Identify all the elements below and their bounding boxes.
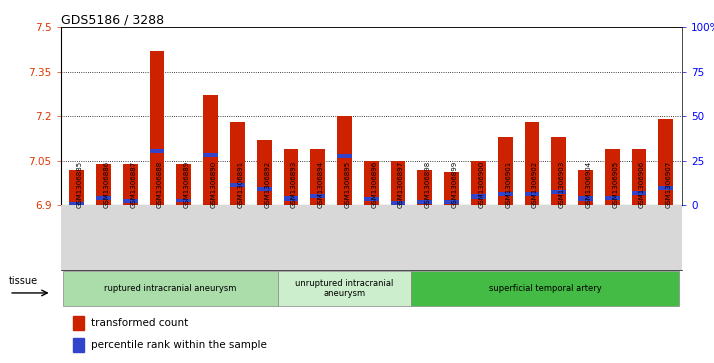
Bar [283,196,298,201]
Bar [444,200,459,204]
Bar [364,197,378,201]
FancyBboxPatch shape [278,271,411,306]
Bar [69,202,84,205]
Text: GSM1306895: GSM1306895 [344,160,351,208]
FancyBboxPatch shape [64,271,278,306]
Text: GSM1306896: GSM1306896 [371,160,377,208]
Text: GDS5186 / 3288: GDS5186 / 3288 [61,13,164,26]
Text: superficial temporal artery: superficial temporal artery [489,284,602,293]
Bar [150,149,164,153]
Text: GSM1306885: GSM1306885 [77,160,83,208]
Text: GSM1306902: GSM1306902 [532,160,538,208]
Bar [551,190,566,194]
Text: GSM1306901: GSM1306901 [505,160,511,208]
Text: transformed count: transformed count [91,318,188,328]
Bar [73,338,84,352]
Text: GSM1306906: GSM1306906 [639,160,645,208]
Bar [203,95,218,205]
Bar [578,170,593,205]
Text: GSM1306905: GSM1306905 [612,160,618,208]
Bar [69,170,84,205]
Bar [605,196,620,200]
Bar [498,137,513,205]
Text: GSM1306890: GSM1306890 [211,160,216,208]
Text: ruptured intracranial aneurysm: ruptured intracranial aneurysm [104,284,236,293]
Text: percentile rank within the sample: percentile rank within the sample [91,340,266,350]
Bar [525,192,539,196]
Bar [96,196,111,200]
Text: GSM1306893: GSM1306893 [291,160,297,208]
Text: tissue: tissue [9,276,39,286]
Bar [311,149,325,205]
Text: GSM1306891: GSM1306891 [237,160,243,208]
Text: GSM1306888: GSM1306888 [157,160,163,208]
Text: unruptured intracranial
aneurysm: unruptured intracranial aneurysm [296,279,393,298]
Bar [176,199,191,202]
Bar [391,201,406,205]
Bar [337,154,352,158]
Text: GSM1306887: GSM1306887 [130,160,136,208]
Text: GSM1306894: GSM1306894 [318,160,323,208]
Bar [605,149,620,205]
Bar [73,316,84,330]
Text: GSM1306903: GSM1306903 [558,160,565,208]
Text: GSM1306892: GSM1306892 [264,160,270,208]
Bar [257,187,271,191]
Bar [632,149,646,205]
Bar [257,140,271,205]
Bar [311,194,325,198]
Bar [203,153,218,157]
Bar [471,161,486,205]
Text: GSM1306897: GSM1306897 [398,160,404,208]
Bar [471,195,486,199]
Bar [658,186,673,190]
Bar [658,119,673,205]
Text: GSM1306900: GSM1306900 [478,160,484,208]
Bar [123,164,138,205]
Bar [498,192,513,196]
Bar [150,51,164,205]
Bar [230,122,245,205]
Bar [96,164,111,205]
FancyBboxPatch shape [411,271,679,306]
Bar [364,161,378,205]
Bar [632,191,646,195]
Bar [551,137,566,205]
Bar [391,161,406,205]
Text: GSM1306889: GSM1306889 [183,160,190,208]
Bar [337,116,352,205]
Bar [444,172,459,205]
Text: GSM1306907: GSM1306907 [665,160,672,208]
Bar [283,149,298,205]
Bar [176,164,191,205]
Text: GSM1306898: GSM1306898 [425,160,431,208]
Bar [418,170,432,205]
Bar [230,183,245,187]
Bar [418,200,432,204]
Bar [578,196,593,201]
Bar [123,199,138,203]
Text: GSM1306904: GSM1306904 [585,160,591,208]
Text: GSM1306899: GSM1306899 [451,160,458,208]
Bar [525,122,539,205]
Text: GSM1306886: GSM1306886 [104,160,109,208]
